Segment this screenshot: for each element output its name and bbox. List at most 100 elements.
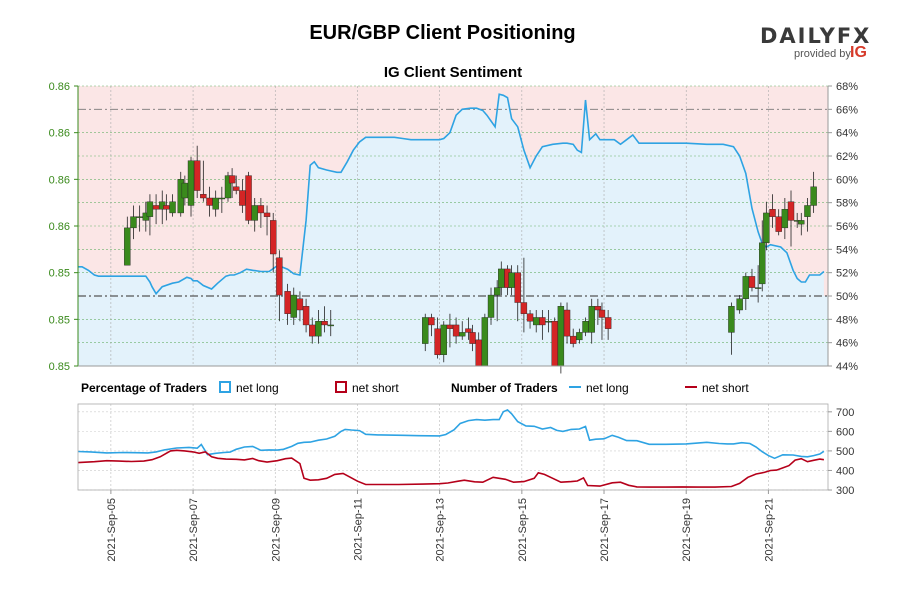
candle-body bbox=[563, 309, 571, 337]
candle-body bbox=[551, 321, 558, 367]
candle-body bbox=[327, 324, 334, 327]
candle-body bbox=[594, 306, 602, 311]
candle-body bbox=[224, 175, 232, 199]
candle-body bbox=[152, 205, 160, 210]
candle-body bbox=[187, 160, 195, 206]
candle-body bbox=[754, 287, 762, 289]
candle-body bbox=[206, 197, 213, 206]
brand-wordmark: DAILYFX bbox=[760, 24, 872, 48]
candle-body bbox=[493, 287, 501, 296]
candle-body bbox=[263, 212, 271, 217]
candle-body bbox=[193, 160, 201, 191]
candle-body bbox=[290, 294, 297, 318]
date-tick-label: 2021-Sep-19 bbox=[681, 498, 693, 562]
candle-body bbox=[798, 220, 805, 225]
candle-body bbox=[296, 298, 304, 311]
candle-body bbox=[804, 205, 811, 217]
legend-swatch-long-percent bbox=[219, 381, 231, 393]
legend-label-short-count: net short bbox=[702, 381, 749, 395]
candle-body bbox=[475, 339, 482, 367]
percent-tick-label: 64% bbox=[836, 128, 858, 140]
price-tick-label: 0.86 bbox=[49, 174, 70, 186]
candle-body bbox=[315, 321, 322, 337]
percent-tick-label: 68% bbox=[836, 81, 858, 93]
candle-body bbox=[498, 268, 505, 288]
candle-body bbox=[163, 205, 170, 210]
date-tick-label: 2021-Sep-13 bbox=[435, 498, 447, 562]
date-tick-label: 2021-Sep-11 bbox=[352, 498, 364, 561]
candle-body bbox=[257, 205, 265, 214]
candle-body bbox=[769, 208, 776, 217]
percent-tick-label: 50% bbox=[836, 291, 858, 303]
candle-body bbox=[452, 324, 460, 337]
candle-body bbox=[459, 332, 466, 337]
candle-body bbox=[570, 335, 577, 344]
chart-subtitle: IG Client Sentiment bbox=[383, 64, 523, 81]
percent-tick-label: 54% bbox=[836, 244, 858, 256]
candle-body bbox=[428, 317, 435, 326]
candle-body bbox=[748, 276, 756, 288]
legend-header-percentage: Percentage of Traders bbox=[81, 381, 207, 395]
price-tick-label: 0.86 bbox=[49, 81, 70, 93]
date-tick-label: 2021-Sep-21 bbox=[763, 498, 775, 562]
candle-body bbox=[604, 317, 612, 329]
candle-body bbox=[212, 197, 219, 210]
chart-title: EUR/GBP Client Positioning bbox=[309, 22, 576, 44]
candle-body bbox=[533, 317, 540, 326]
candle-body bbox=[233, 186, 240, 191]
candle-body bbox=[526, 313, 534, 322]
date-tick-label: 2021-Sep-15 bbox=[517, 498, 529, 562]
date-axis: 2021-Sep-05 2021-Sep-07 2021-Sep-09 2021-Se… bbox=[106, 490, 775, 562]
candle-body bbox=[422, 317, 429, 344]
candle-body bbox=[251, 205, 258, 221]
long-zone-area bbox=[78, 94, 824, 366]
candle-body bbox=[124, 227, 131, 266]
percent-tick-label: 66% bbox=[836, 104, 858, 116]
candle-body bbox=[284, 291, 291, 314]
candle-body bbox=[576, 332, 583, 341]
percent-tick-label: 52% bbox=[836, 268, 858, 280]
candle-body bbox=[736, 298, 743, 311]
candle-body bbox=[218, 197, 226, 200]
candle-body bbox=[598, 309, 606, 318]
candle-body bbox=[228, 175, 236, 184]
count-tick-label: 400 bbox=[836, 465, 854, 477]
candle-body bbox=[321, 321, 328, 326]
dailyfx-logo: DAILYFX provided by IG bbox=[760, 24, 870, 64]
candle-body bbox=[487, 294, 495, 318]
candle-body bbox=[181, 182, 189, 199]
candle-body bbox=[465, 328, 472, 333]
candle-body bbox=[588, 306, 595, 333]
percent-tick-label: 60% bbox=[836, 174, 858, 186]
net-short-count-line bbox=[77, 449, 825, 488]
legend-label-short-percent: net short bbox=[352, 381, 399, 395]
candle-body bbox=[742, 276, 750, 299]
candle-body bbox=[130, 216, 137, 229]
legend-label-long-count: net long bbox=[586, 381, 629, 395]
candle-body bbox=[276, 257, 283, 296]
candle-body bbox=[557, 306, 565, 367]
candle-body bbox=[146, 201, 154, 217]
legend-swatch-short-percent bbox=[335, 381, 347, 393]
candle-body bbox=[582, 321, 589, 333]
candle-body bbox=[434, 328, 441, 355]
ig-logo: IG bbox=[850, 44, 867, 61]
candle-body bbox=[514, 272, 521, 303]
percent-tick-label: 62% bbox=[836, 151, 858, 163]
candle-body bbox=[781, 208, 789, 229]
percent-long-series bbox=[78, 93, 825, 296]
candle-body bbox=[728, 306, 735, 333]
candle-body bbox=[245, 175, 252, 221]
candle-body bbox=[302, 306, 310, 326]
price-panel-axes: 0.86 0.86 0.86 0.86 0.85 0.85 0.85 68% 66% 64% 62%… bbox=[49, 81, 859, 373]
candle-body bbox=[169, 201, 176, 214]
date-tick-label: 2021-Sep-05 bbox=[106, 498, 118, 562]
price-tick-label: 0.86 bbox=[49, 221, 70, 233]
candlesticks bbox=[124, 145, 817, 374]
date-tick-label: 2021-Sep-17 bbox=[599, 498, 611, 562]
candle-body bbox=[270, 220, 277, 255]
candle-body bbox=[545, 321, 552, 323]
percent-tick-label: 46% bbox=[836, 338, 858, 350]
provided-by-label: provided by bbox=[794, 48, 851, 60]
candle-body bbox=[481, 317, 489, 367]
